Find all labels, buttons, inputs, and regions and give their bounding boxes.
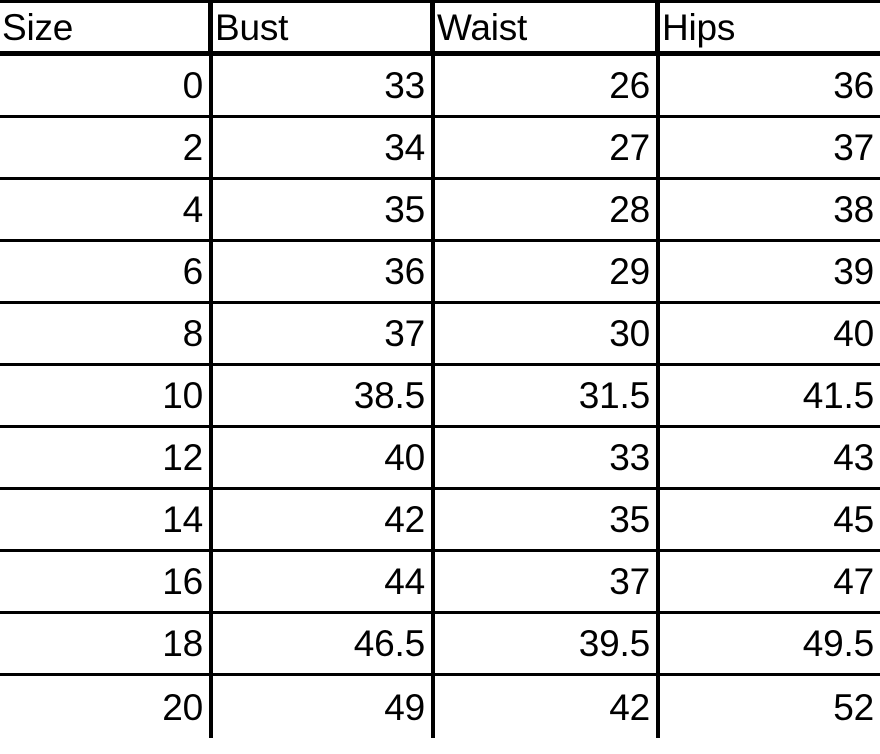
column-header-waist: Waist — [435, 0, 660, 56]
cell-bust: 35 — [213, 180, 435, 242]
cell-bust: 38.5 — [213, 366, 435, 428]
table-row: 6 36 29 39 — [0, 242, 880, 304]
cell-waist: 30 — [435, 304, 660, 366]
cell-bust: 44 — [213, 552, 435, 614]
cell-bust: 33 — [213, 56, 435, 118]
cell-hips: 41.5 — [660, 366, 880, 428]
cell-hips: 39 — [660, 242, 880, 304]
cell-size: 20 — [0, 676, 213, 738]
cell-hips: 49.5 — [660, 614, 880, 676]
cell-waist: 31.5 — [435, 366, 660, 428]
cell-size: 14 — [0, 490, 213, 552]
cell-size: 12 — [0, 428, 213, 490]
cell-hips: 43 — [660, 428, 880, 490]
table-row: 2 34 27 37 — [0, 118, 880, 180]
cell-size: 16 — [0, 552, 213, 614]
cell-size: 18 — [0, 614, 213, 676]
cell-waist: 27 — [435, 118, 660, 180]
cell-size: 10 — [0, 366, 213, 428]
table-row: 10 38.5 31.5 41.5 — [0, 366, 880, 428]
size-chart-table: Size Bust Waist Hips 0 33 26 36 2 34 27 37 4 35 28… — [0, 0, 880, 738]
table-row: 20 49 42 52 — [0, 676, 880, 738]
cell-bust: 40 — [213, 428, 435, 490]
column-header-hips: Hips — [660, 0, 880, 56]
cell-bust: 46.5 — [213, 614, 435, 676]
cell-waist: 29 — [435, 242, 660, 304]
cell-waist: 26 — [435, 56, 660, 118]
cell-hips: 36 — [660, 56, 880, 118]
cell-bust: 36 — [213, 242, 435, 304]
cell-waist: 33 — [435, 428, 660, 490]
table-row: 16 44 37 47 — [0, 552, 880, 614]
cell-bust: 49 — [213, 676, 435, 738]
cell-hips: 45 — [660, 490, 880, 552]
cell-waist: 28 — [435, 180, 660, 242]
column-header-bust: Bust — [213, 0, 435, 56]
cell-hips: 40 — [660, 304, 880, 366]
cell-hips: 47 — [660, 552, 880, 614]
cell-size: 8 — [0, 304, 213, 366]
table-row: 8 37 30 40 — [0, 304, 880, 366]
cell-hips: 52 — [660, 676, 880, 738]
table-header: Size Bust Waist Hips — [0, 0, 880, 56]
cell-waist: 39.5 — [435, 614, 660, 676]
cell-size: 2 — [0, 118, 213, 180]
column-header-size: Size — [0, 0, 213, 56]
cell-bust: 42 — [213, 490, 435, 552]
cell-size: 6 — [0, 242, 213, 304]
table-row: 18 46.5 39.5 49.5 — [0, 614, 880, 676]
cell-size: 4 — [0, 180, 213, 242]
cell-waist: 35 — [435, 490, 660, 552]
table-row: 14 42 35 45 — [0, 490, 880, 552]
cell-bust: 37 — [213, 304, 435, 366]
cell-waist: 42 — [435, 676, 660, 738]
cell-hips: 38 — [660, 180, 880, 242]
cell-bust: 34 — [213, 118, 435, 180]
table-row: 0 33 26 36 — [0, 56, 880, 118]
cell-waist: 37 — [435, 552, 660, 614]
header-row: Size Bust Waist Hips — [0, 0, 880, 56]
cell-hips: 37 — [660, 118, 880, 180]
table-body: 0 33 26 36 2 34 27 37 4 35 28 38 6 36 29 39 8 37 30 40 10 38.… — [0, 56, 880, 738]
cell-size: 0 — [0, 56, 213, 118]
table-row: 12 40 33 43 — [0, 428, 880, 490]
table-row: 4 35 28 38 — [0, 180, 880, 242]
